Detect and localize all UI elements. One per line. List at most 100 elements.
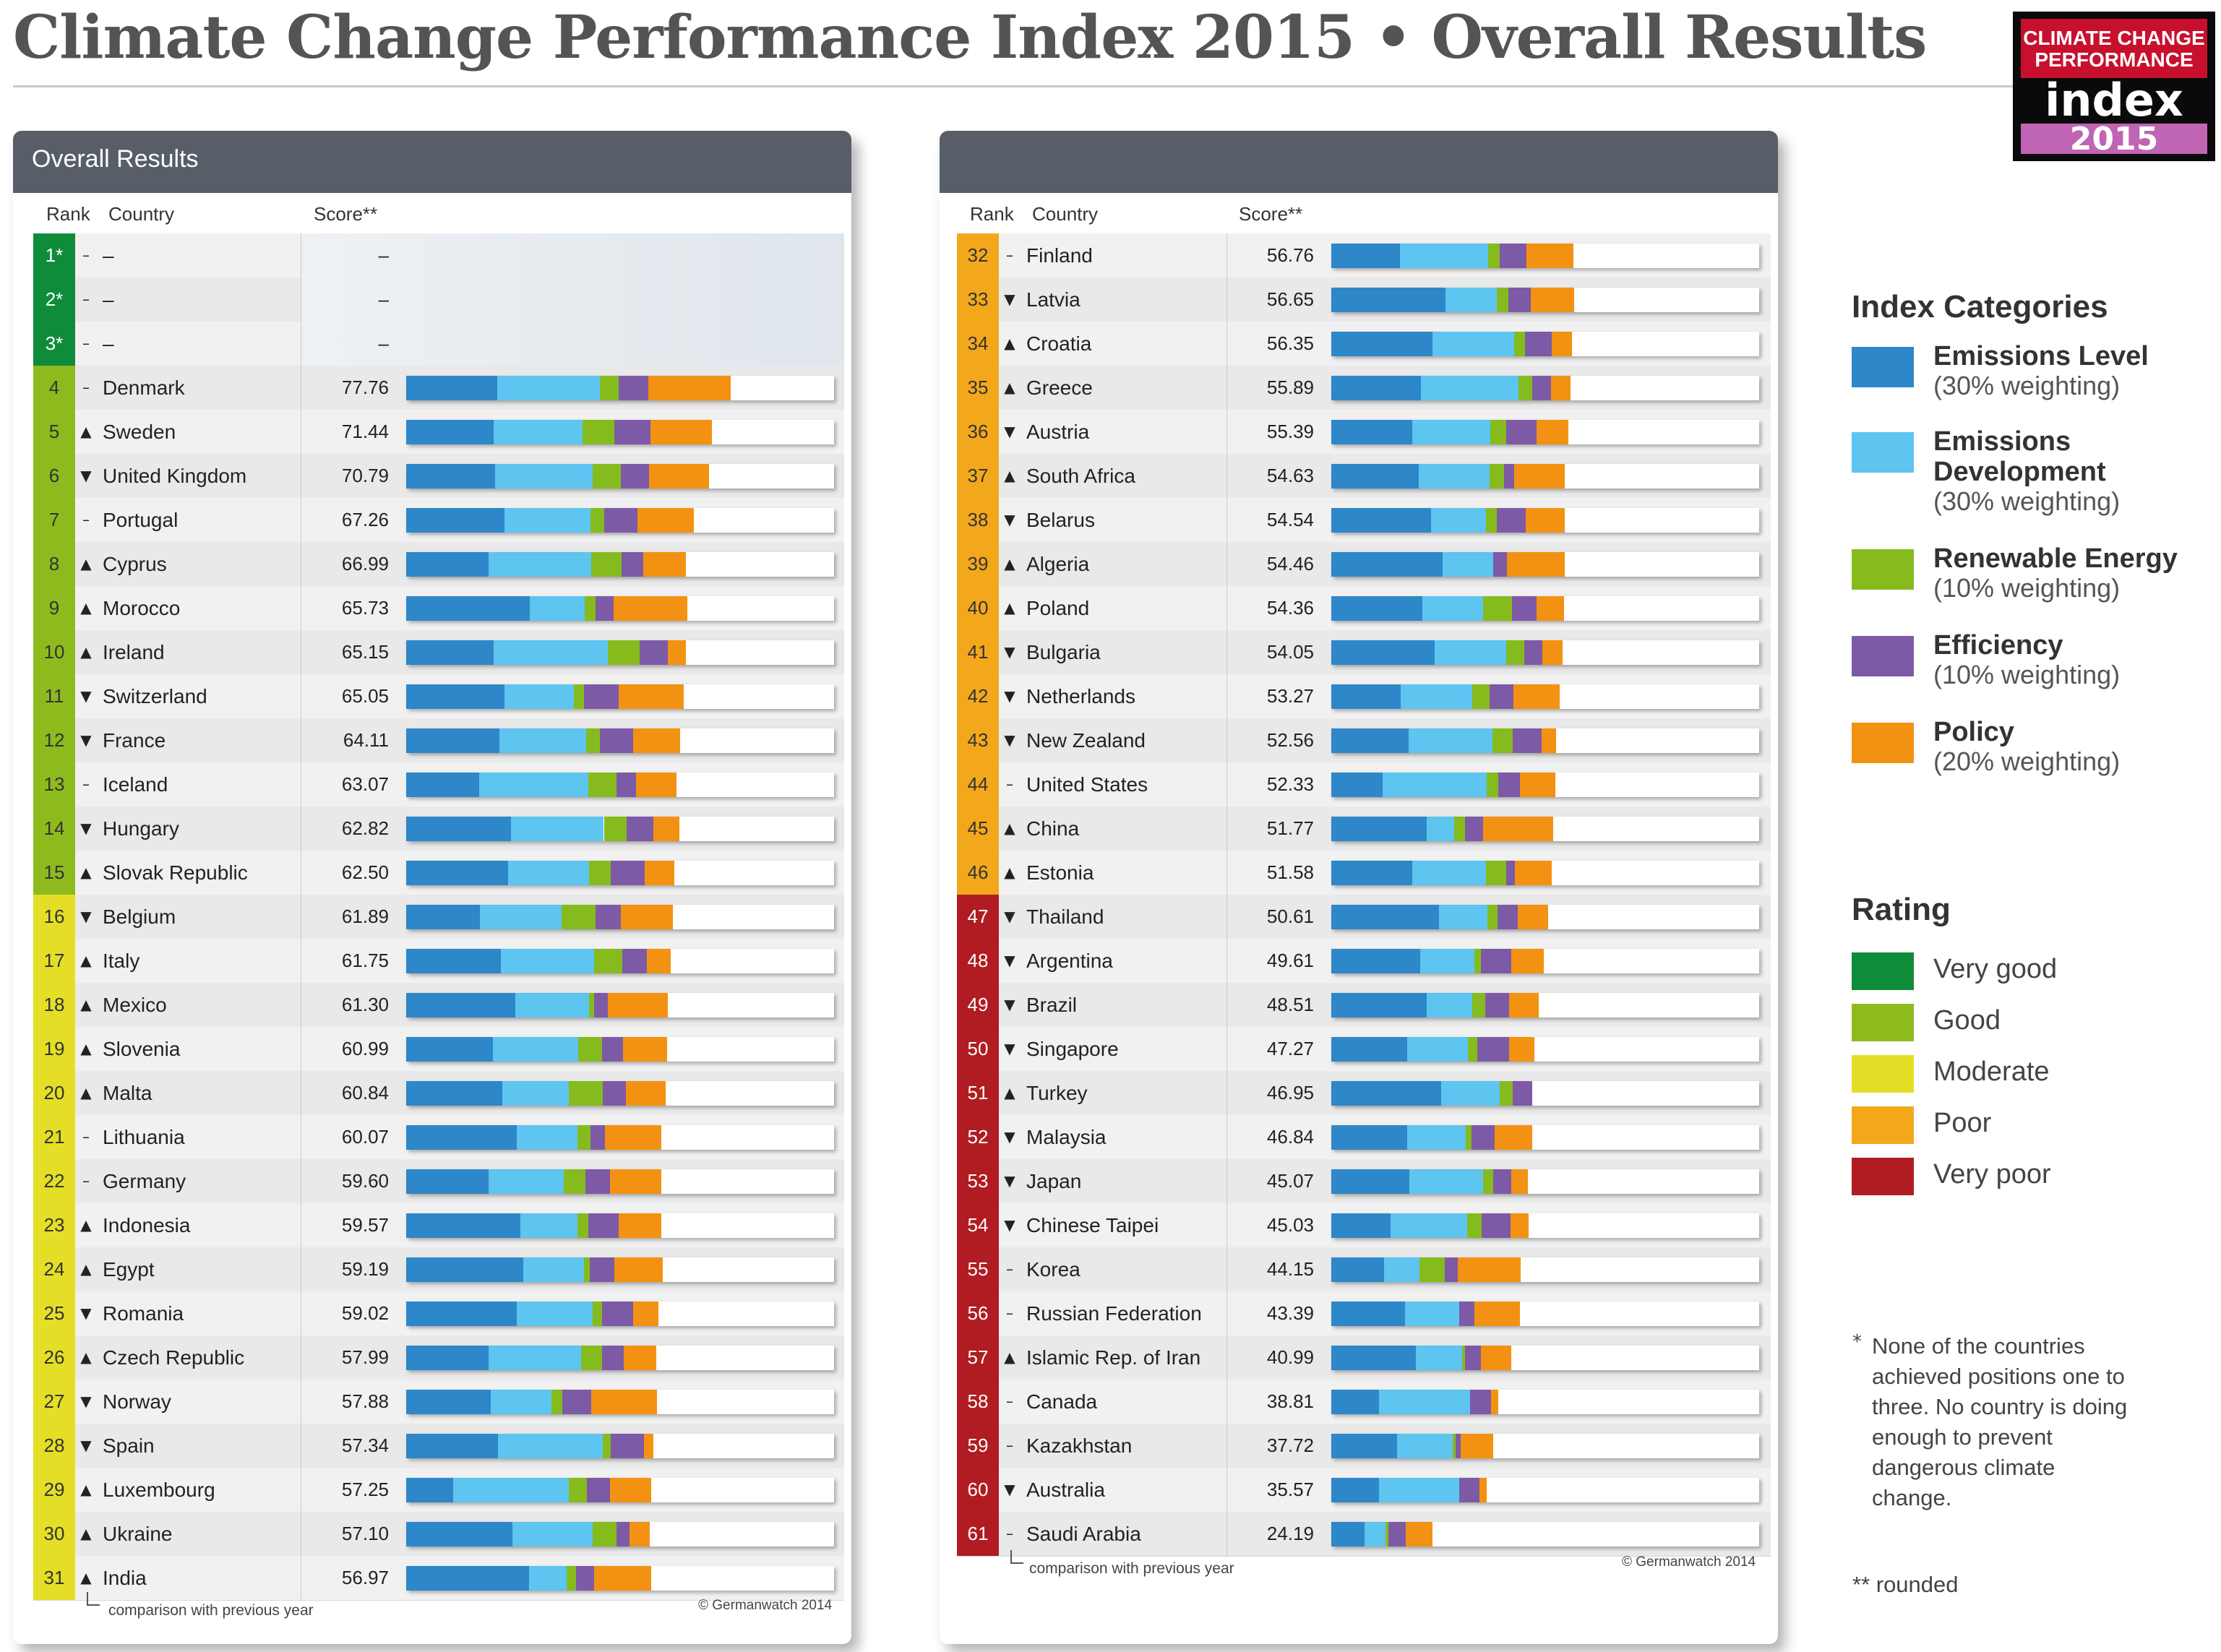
- bar-segment-emissions-level: [1331, 244, 1400, 268]
- bar-segment-renewable-energy: [590, 508, 605, 533]
- bar-segment-emissions-development: [516, 1302, 593, 1326]
- rank-unchanged-icon: –: [82, 335, 90, 352]
- legend-swatch: [1852, 549, 1914, 590]
- bar-segment-policy: [1458, 1257, 1521, 1282]
- bar-segment-emissions-level: [406, 684, 505, 709]
- table-row: 14 ▼ Hungary 62.82: [33, 806, 844, 851]
- country-name: Brazil: [1026, 994, 1078, 1016]
- rank-up-icon: ▲: [80, 1481, 92, 1498]
- rating-level-name: Moderate: [1933, 1057, 2050, 1087]
- bar-segment-renewable-energy: [1483, 596, 1512, 621]
- bar-segment-efficiency: [593, 993, 608, 1018]
- table-row: 39 ▲ Algeria 54.46: [957, 542, 1771, 587]
- table-row: 44– United States 52.33: [957, 762, 1771, 807]
- legend-category-weight: (20% weighting): [1933, 747, 2121, 776]
- score-bar: [406, 1434, 834, 1458]
- rank-cell: 37: [957, 454, 999, 498]
- score-bar: [1331, 288, 1759, 312]
- rank-cell: 53: [957, 1159, 999, 1203]
- rank-cell: 47: [957, 895, 999, 939]
- panel-header: [940, 131, 1778, 193]
- panel-title: Overall Results: [32, 145, 199, 173]
- rank-cell: 52: [957, 1115, 999, 1159]
- score-bar: [1331, 1302, 1759, 1326]
- bar-segment-policy: [1479, 1478, 1487, 1502]
- bar-segment-policy: [1536, 420, 1568, 444]
- bar-segment-emissions-development: [1445, 288, 1498, 312]
- rating-swatch: [1852, 952, 1914, 990]
- score-value: 56.97: [341, 1567, 389, 1588]
- country-name: Denmark: [103, 377, 185, 399]
- logo-year-band: 2015: [2021, 124, 2207, 155]
- rank-up-icon: ▲: [80, 1525, 92, 1542]
- bar-segment-emissions-level: [1331, 949, 1421, 973]
- bar-segment-policy: [609, 1478, 652, 1502]
- score-value: 54.05: [1266, 641, 1314, 663]
- rank-down-icon: ▼: [80, 731, 92, 749]
- rank-cell: 18: [33, 983, 75, 1027]
- bar-segment-emissions-development: [1416, 1346, 1462, 1370]
- bar-segment-efficiency: [1490, 684, 1513, 709]
- bar-segment-renewable-energy: [561, 905, 596, 929]
- country-name: Malta: [103, 1082, 152, 1104]
- score-value: 59.19: [341, 1258, 389, 1280]
- rank-up-icon: ▲: [80, 1040, 92, 1057]
- rank-cell: 51: [957, 1071, 999, 1115]
- bar-segment-renewable-energy: [574, 684, 585, 709]
- score-bar: [406, 640, 834, 665]
- table-row: 32– Finland 56.76: [957, 233, 1771, 278]
- bar-segment-renewable-energy: [1506, 640, 1524, 665]
- table-row: 8 ▲ Cyprus 66.99: [33, 542, 844, 587]
- rank-cell: 11: [33, 674, 75, 718]
- bar-segment-efficiency: [1481, 1213, 1511, 1238]
- score-value: 24.19: [1266, 1523, 1314, 1544]
- table-row: 11 ▼ Switzerland 65.05: [33, 674, 844, 719]
- country-name: Cyprus: [103, 553, 167, 575]
- bar-segment-efficiency: [562, 1390, 592, 1414]
- table-row: 20 ▲ Malta 60.84: [33, 1071, 844, 1116]
- bar-segment-policy: [1513, 684, 1560, 709]
- rank-cell: 56: [957, 1291, 999, 1335]
- bar-segment-emissions-development: [529, 1566, 567, 1591]
- country-name: Morocco: [103, 597, 181, 619]
- logo-text-line1: CLIMATE CHANGE: [2023, 27, 2205, 49]
- logo-top-band: CLIMATE CHANGE PERFORMANCE: [2021, 19, 2207, 78]
- rank-up-icon: ▲: [80, 643, 92, 661]
- legend-swatch: [1852, 347, 1914, 387]
- country-name: Lithuania: [103, 1126, 185, 1148]
- bar-segment-policy: [1526, 244, 1574, 268]
- bar-segment-efficiency: [614, 420, 651, 444]
- score-value: 40.99: [1266, 1346, 1314, 1368]
- table-row: 34 ▲ Croatia 56.35: [957, 322, 1771, 366]
- bar-segment-policy: [1511, 949, 1545, 973]
- score-value: 65.05: [341, 685, 389, 707]
- score-value: 64.11: [343, 729, 389, 751]
- legend-category-weight: (10% weighting): [1933, 660, 2121, 689]
- rank-down-icon: ▼: [1004, 1128, 1015, 1145]
- score-bar: [406, 1478, 834, 1502]
- rank-cell: 36: [957, 410, 999, 454]
- bar-segment-emissions-development: [520, 1213, 577, 1238]
- score-bar: [406, 464, 834, 489]
- score-value: 46.84: [1266, 1126, 1314, 1148]
- rank-unchanged-icon: –: [82, 511, 90, 528]
- bar-segment-emissions-development: [1390, 1213, 1468, 1238]
- bar-segment-emissions-development: [1439, 905, 1488, 929]
- table-row: 9 ▲ Morocco 65.73: [33, 586, 844, 631]
- bar-segment-policy: [646, 949, 671, 973]
- score-value: 57.25: [341, 1479, 389, 1500]
- score-value: 50.61: [1266, 905, 1314, 927]
- bar-segment-policy: [630, 1522, 650, 1546]
- table-row: 4– Denmark 77.76: [33, 366, 844, 410]
- bar-segment-efficiency: [1513, 728, 1542, 753]
- rank-cell: 20: [33, 1071, 75, 1115]
- score-value: 37.72: [1266, 1434, 1314, 1456]
- rank-cell: 4: [33, 366, 75, 410]
- bar-segment-efficiency: [1465, 1346, 1482, 1370]
- bar-segment-emissions-development: [1435, 640, 1507, 665]
- bar-segment-policy: [1511, 1213, 1529, 1238]
- bar-segment-emissions-level: [1331, 1302, 1405, 1326]
- bar-segment-efficiency: [585, 1169, 611, 1194]
- rank-up-icon: ▲: [80, 996, 92, 1013]
- rank-cell: 16: [33, 895, 75, 939]
